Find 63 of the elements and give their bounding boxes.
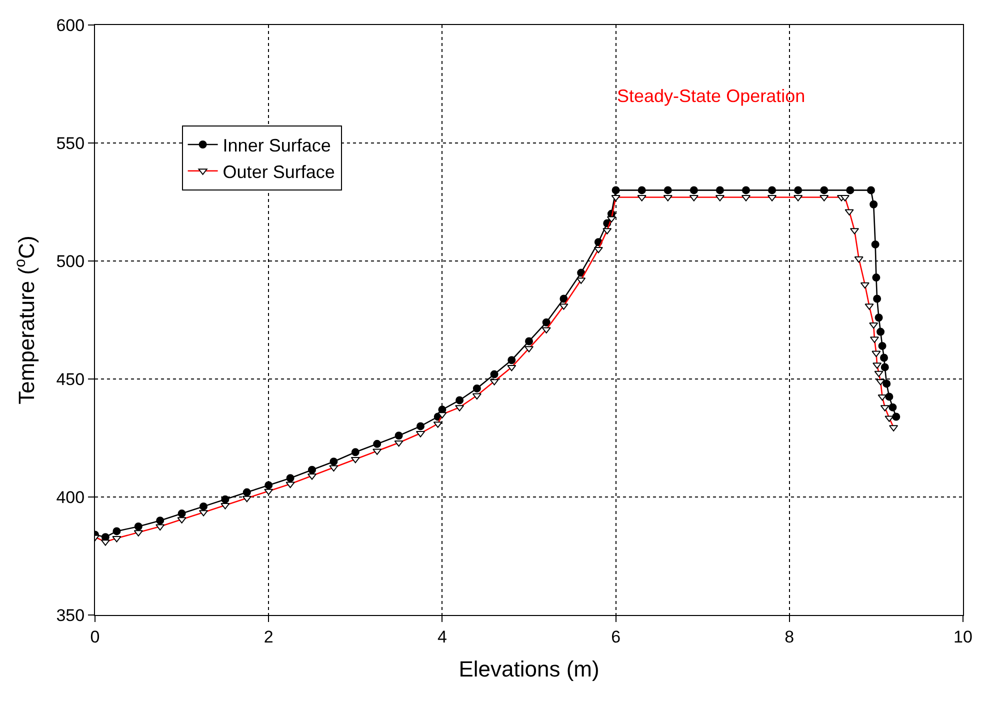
point — [742, 186, 750, 194]
point — [472, 384, 481, 392]
point — [560, 294, 568, 303]
point — [394, 432, 403, 440]
point — [242, 488, 251, 496]
point — [874, 314, 883, 322]
point — [871, 240, 880, 248]
point — [525, 337, 533, 346]
point — [264, 481, 273, 490]
point — [221, 495, 230, 504]
y-tick-label: 500 — [56, 252, 85, 271]
point — [200, 502, 208, 510]
point — [664, 186, 672, 194]
point — [846, 186, 854, 194]
point — [112, 527, 121, 536]
point — [885, 392, 894, 401]
point — [508, 356, 516, 364]
point — [888, 403, 897, 412]
point — [456, 396, 464, 404]
point — [308, 466, 316, 474]
point — [866, 186, 875, 194]
point — [286, 474, 294, 482]
point — [820, 186, 828, 194]
point — [882, 380, 891, 388]
point — [872, 274, 880, 282]
point — [490, 370, 498, 378]
point — [794, 186, 802, 194]
y-tick-label: 400 — [56, 488, 85, 507]
point — [892, 412, 900, 421]
point — [768, 186, 776, 194]
y-tick-label: 550 — [56, 134, 85, 153]
point — [880, 363, 889, 372]
point — [178, 510, 186, 518]
point — [577, 268, 586, 277]
legend-label: Outer Surface — [222, 162, 335, 182]
x-tick-label: 6 — [611, 627, 621, 646]
y-tick-label: 450 — [56, 370, 85, 389]
point — [612, 186, 620, 194]
x-tick-label: 8 — [784, 627, 794, 646]
x-tick-label: 2 — [264, 627, 274, 646]
point — [351, 448, 360, 456]
point — [690, 186, 698, 194]
y-tick-label: 350 — [56, 606, 85, 625]
point — [716, 186, 724, 194]
x-tick-label: 4 — [437, 627, 447, 646]
point — [880, 354, 888, 362]
point — [373, 440, 382, 448]
point — [330, 458, 338, 466]
x-tick-label: 10 — [954, 627, 972, 646]
legend-label: Inner Surface — [222, 136, 331, 156]
point — [638, 186, 646, 194]
x-axis-title: Elevations (m) — [458, 656, 600, 682]
point — [870, 200, 878, 208]
point — [134, 522, 142, 530]
point — [876, 328, 885, 336]
point — [416, 422, 424, 430]
point — [878, 342, 886, 350]
point — [542, 318, 550, 326]
point — [156, 516, 164, 525]
annotation: Steady-State Operation — [617, 86, 806, 106]
point — [873, 294, 882, 303]
y-tick-label: 600 — [56, 16, 85, 35]
x-tick-label: 0 — [90, 627, 100, 646]
